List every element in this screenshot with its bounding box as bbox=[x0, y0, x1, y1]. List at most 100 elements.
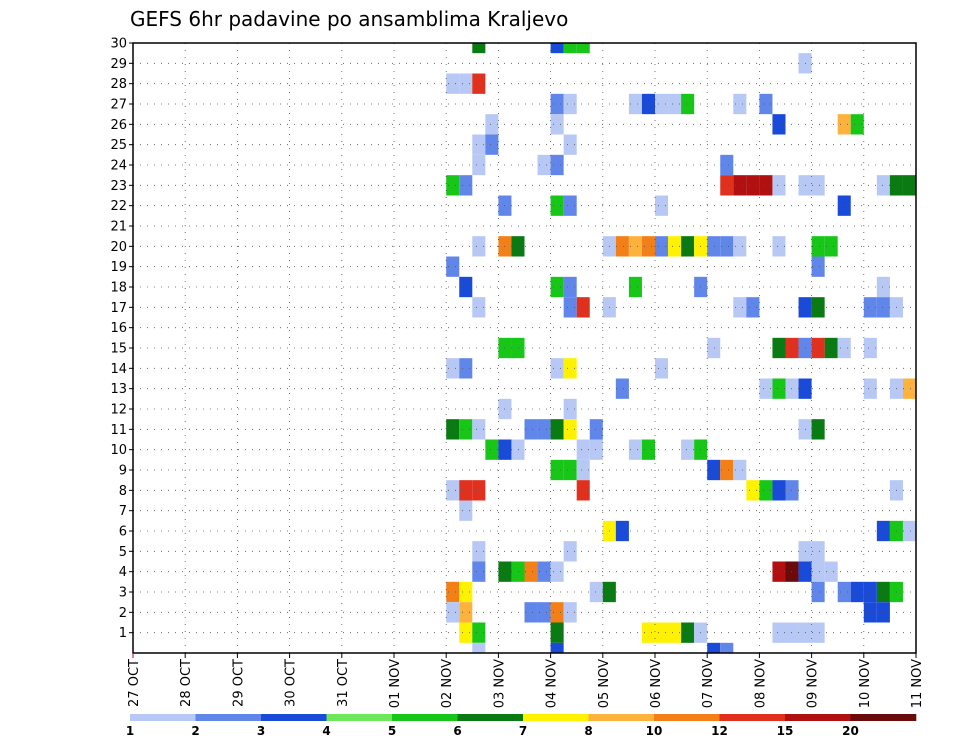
colorbar-swatch bbox=[261, 714, 327, 721]
precip-cell bbox=[511, 236, 525, 257]
precip-cell bbox=[459, 602, 473, 623]
precip-cell bbox=[589, 581, 603, 603]
precip-cell bbox=[850, 114, 864, 135]
precip-cell bbox=[720, 236, 734, 257]
precip-cell bbox=[772, 622, 786, 643]
precip-cell bbox=[641, 93, 655, 115]
precip-cell bbox=[824, 561, 838, 582]
precip-cell bbox=[863, 337, 877, 359]
precip-cell bbox=[863, 602, 877, 623]
precip-cell bbox=[720, 154, 734, 176]
precip-cell bbox=[785, 480, 799, 501]
precip-cell bbox=[459, 622, 473, 643]
y-tick-label: 17 bbox=[110, 301, 127, 316]
chart-title: GEFS 6hr padavine po ansamblima Kraljevo bbox=[130, 7, 568, 31]
precip-cell bbox=[524, 561, 538, 582]
y-tick-label: 12 bbox=[110, 403, 127, 418]
y-tick-label: 16 bbox=[110, 321, 127, 336]
colorbar-label: 12 bbox=[711, 724, 728, 738]
x-axis: 27 OCT 28 OCT 29 OCT 30 OCT 31 OCT 01 NOV 02 N… bbox=[127, 653, 925, 708]
y-tick-label: 25 bbox=[110, 138, 127, 153]
precip-cell bbox=[863, 378, 877, 399]
precip-cell bbox=[472, 154, 486, 176]
precip-cell bbox=[472, 561, 486, 582]
precip-cell bbox=[772, 175, 786, 196]
precip-cell bbox=[824, 337, 838, 359]
precip-cell bbox=[446, 480, 460, 501]
precip-cell bbox=[681, 236, 695, 257]
precip-cell bbox=[733, 175, 747, 196]
precip-cell bbox=[720, 459, 734, 481]
colorbar-label: 20 bbox=[842, 724, 859, 738]
precip-cell bbox=[746, 175, 760, 196]
colorbar-swatch bbox=[523, 714, 589, 721]
colorbar-swatch bbox=[195, 714, 262, 721]
precip-cell bbox=[655, 93, 669, 115]
precip-cell bbox=[733, 93, 747, 115]
x-tick-label: 06 NOV bbox=[649, 659, 664, 708]
colorbar-swatch bbox=[850, 714, 917, 721]
precip-cell bbox=[681, 622, 695, 643]
colorbar-label: 1 bbox=[126, 724, 134, 738]
precip-cell bbox=[550, 43, 564, 54]
precip-cell bbox=[733, 297, 747, 318]
y-tick-label: 5 bbox=[119, 545, 127, 560]
precip-cell bbox=[902, 520, 916, 542]
precip-cell bbox=[772, 337, 786, 359]
y-tick-label: 27 bbox=[110, 98, 127, 113]
precip-cell bbox=[472, 622, 486, 643]
colorbar-label: 6 bbox=[453, 724, 461, 738]
precip-cell bbox=[459, 276, 473, 298]
precip-cell bbox=[759, 175, 773, 196]
precip-cell bbox=[876, 297, 890, 318]
precip-cell bbox=[876, 602, 890, 623]
precip-cell bbox=[707, 236, 721, 257]
precip-cell bbox=[563, 602, 577, 623]
precip-cell bbox=[459, 175, 473, 196]
precip-cell bbox=[876, 175, 890, 196]
y-tick-label: 28 bbox=[110, 77, 127, 92]
precip-cell bbox=[746, 297, 760, 318]
x-tick-label: 27 OCT bbox=[127, 659, 142, 707]
precip-cell bbox=[459, 480, 473, 501]
y-tick-label: 22 bbox=[110, 199, 127, 214]
precip-cell bbox=[563, 134, 577, 155]
y-tick-label: 13 bbox=[110, 382, 127, 397]
precip-cell bbox=[537, 419, 551, 440]
precip-cell bbox=[511, 439, 525, 460]
precip-cell bbox=[576, 43, 590, 54]
precip-cell bbox=[824, 236, 838, 257]
precip-cell bbox=[902, 175, 916, 196]
precip-cell bbox=[811, 256, 825, 277]
precip-cell bbox=[563, 297, 577, 318]
precip-cell bbox=[563, 43, 577, 54]
precip-cell bbox=[524, 419, 538, 440]
precip-cell bbox=[537, 154, 551, 176]
precip-cell bbox=[655, 236, 669, 257]
precip-cell bbox=[772, 236, 786, 257]
precip-cell bbox=[550, 419, 564, 440]
precip-cell bbox=[811, 337, 825, 359]
y-tick-label: 24 bbox=[110, 159, 127, 174]
precip-cell bbox=[550, 358, 564, 379]
precip-cell bbox=[811, 622, 825, 643]
precip-cell bbox=[785, 622, 799, 643]
precip-cell bbox=[772, 480, 786, 501]
x-tick-label: 05 NOV bbox=[597, 659, 612, 708]
x-tick-label: 03 NOV bbox=[492, 659, 507, 708]
precip-cell bbox=[733, 459, 747, 481]
precip-cell bbox=[746, 480, 760, 501]
y-tick-label: 7 bbox=[119, 504, 127, 519]
precip-cell bbox=[459, 581, 473, 603]
precip-cell bbox=[876, 276, 890, 298]
colorbar-label: 3 bbox=[257, 724, 265, 738]
precip-cell bbox=[563, 195, 577, 216]
precip-cell bbox=[641, 236, 655, 257]
precip-cell bbox=[850, 581, 864, 603]
precip-cell bbox=[550, 622, 564, 643]
precip-cell bbox=[459, 419, 473, 440]
precip-cell bbox=[837, 581, 851, 603]
colorbar-swatch bbox=[654, 714, 720, 721]
precip-cell bbox=[576, 297, 590, 318]
x-tick-label: 04 NOV bbox=[545, 659, 560, 708]
